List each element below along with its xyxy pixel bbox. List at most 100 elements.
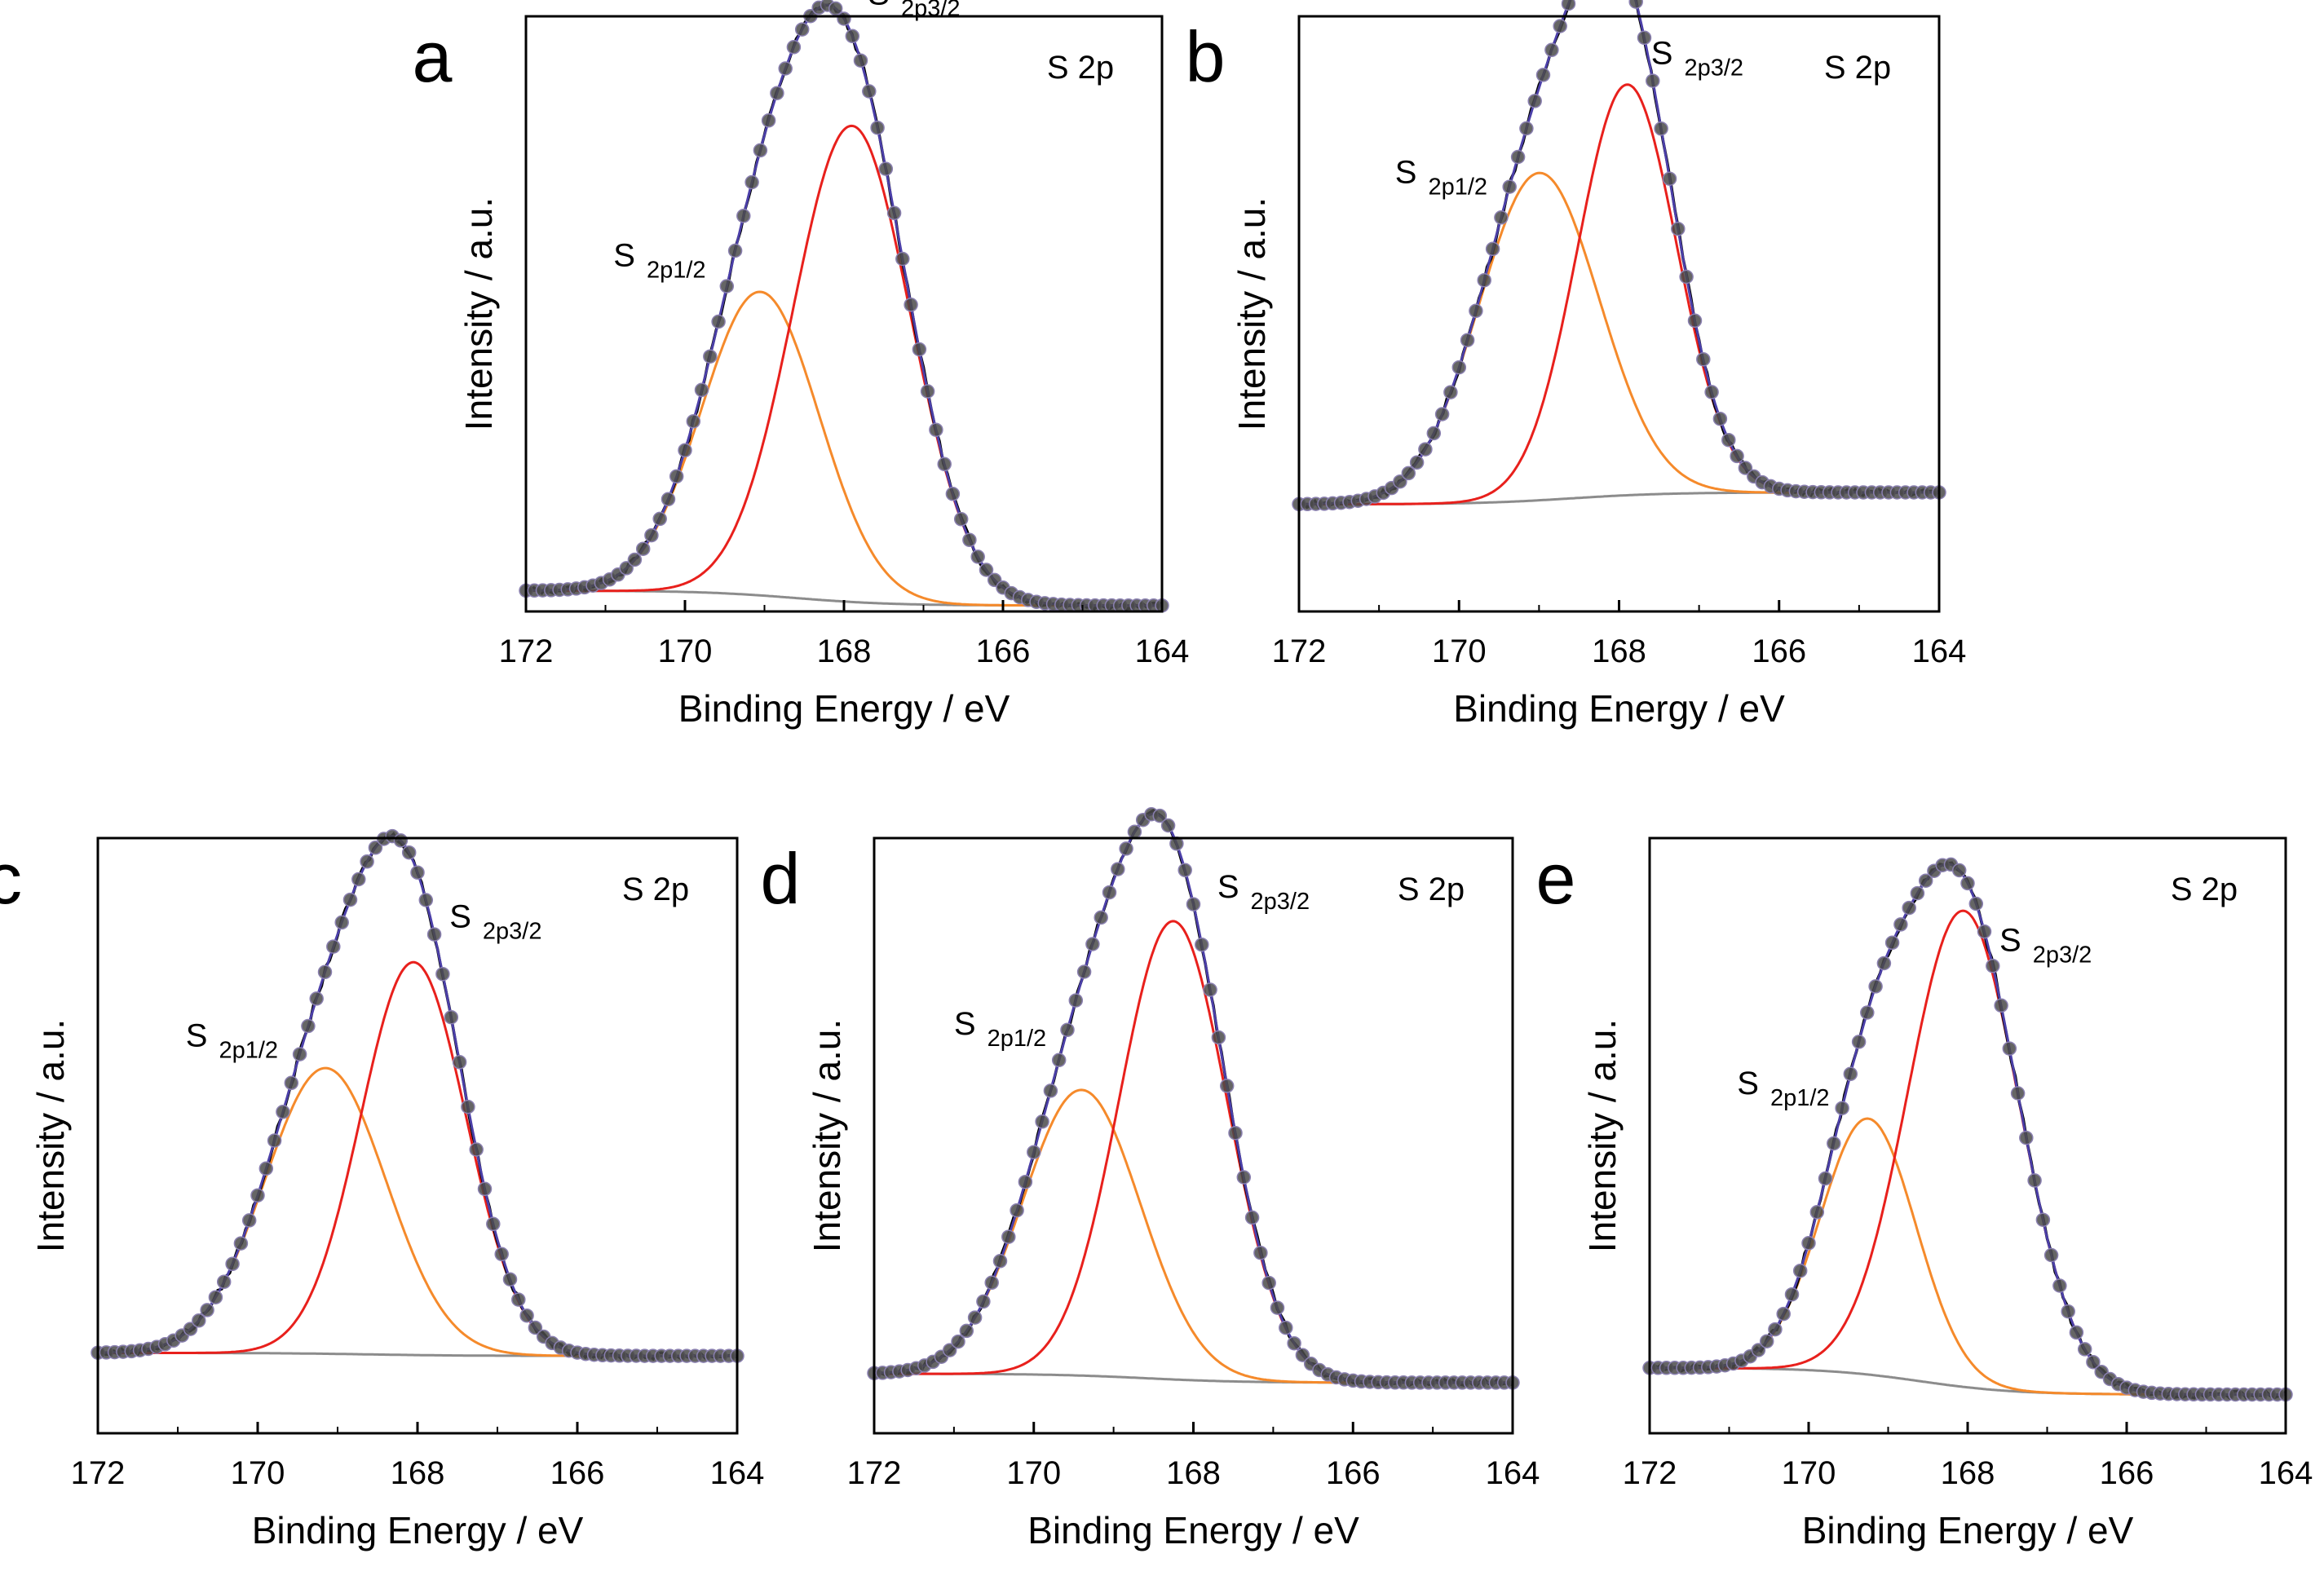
data-point [1195,937,1209,952]
data-point [1485,241,1500,257]
data-point [452,1055,467,1070]
data-point [1759,1334,1774,1348]
data-point [1426,426,1442,441]
peak-subscript: 2p3/2 [1684,55,1743,81]
s2p12-fit-line [526,290,1162,607]
data-point [945,487,961,501]
x-tick-label: 170 [1432,633,1487,669]
data-point [301,1018,316,1034]
data-point [1784,1287,1800,1302]
plot-frame [96,836,739,1435]
data-point [208,1290,223,1304]
data-point [511,1292,526,1307]
data-point [1469,303,1483,319]
data-point [870,120,885,135]
data-point [1434,407,1450,421]
data-point [410,865,425,880]
data-point [1687,313,1703,329]
data-point [276,1105,290,1119]
data-point [2052,1278,2067,1293]
data-point [528,1320,543,1335]
data-point [979,563,994,577]
data-point [1654,121,1668,136]
chart-title: S 2p [1824,50,1891,86]
data-point [401,845,417,860]
data-point [770,86,784,100]
data-point [502,1272,518,1287]
data-point [1628,0,1643,9]
x-tick-label: 168 [391,1455,445,1491]
data-point [1535,68,1551,82]
data-point [1646,73,1660,88]
data-point [1851,1035,1867,1049]
raw-data-line [525,2,1164,611]
data-point [794,22,810,37]
data-point [937,457,952,472]
peak-subscript: 2p1/2 [1428,174,1487,200]
data-point [1409,455,1425,470]
data-point [1960,876,1975,891]
data-point [1111,862,1125,876]
data-point [1001,1229,1016,1244]
data-point [878,161,894,176]
peak-subscript: 2p1/2 [987,1026,1047,1052]
data-point [953,512,969,527]
peak-symbol: S [449,899,471,935]
x-tick-label: 168 [1592,633,1646,669]
data-point [2069,1325,2084,1340]
data-point [200,1303,214,1317]
data-point [727,243,743,258]
data-point [1712,411,1728,426]
x-tick-label: 172 [1623,1455,1677,1491]
data-point [1211,1030,1226,1045]
data-point [1401,466,1416,481]
y-axis-label: Intensity / a.u. [29,1019,72,1252]
data-point [959,1323,974,1339]
s2p32-fit-line [1299,83,1939,505]
y-axis-label: Intensity / a.u. [806,1019,848,1252]
data-point [1287,1335,1301,1351]
x-axis-label: Binding Energy / eV [1027,1509,1359,1551]
data-point [1502,179,1517,194]
x-tick-label: 164 [1135,633,1190,669]
y-axis-label: Intensity / a.u. [457,197,500,430]
data-point [828,1,843,16]
data-point [661,492,676,507]
data-point [1051,1053,1067,1068]
data-point [2061,1304,2075,1319]
data-point [711,314,726,329]
data-point [895,251,910,267]
data-point [1460,333,1475,347]
peak-annotation: S 2p3/2 [1999,923,2092,969]
data-point [292,1047,307,1061]
data-point [627,552,643,567]
data-point [225,1256,240,1272]
peak-subscript: 2p3/2 [1251,889,1310,915]
data-point [1186,897,1201,911]
data-point [216,1274,232,1290]
data-point [1270,1300,1285,1315]
data-point [1119,841,1133,856]
peak-annotation: S 2p3/2 [1217,869,1310,915]
x-tick-label: 168 [817,633,872,669]
x-tick-label: 170 [1782,1455,1836,1491]
data-point [1203,982,1217,997]
peak-symbol: S [1217,869,1239,905]
data-point [1152,808,1168,823]
data-point [1730,448,1744,464]
raw-data-line [97,832,738,1362]
chart-panel-c: 172 170 168 166 164 Binding Energy / eV Intens… [0,828,764,1551]
data-point [1986,959,2000,973]
data-point [1519,121,1534,136]
peak-annotation: S 2p1/2 [1737,1066,1829,1111]
data-point [2086,1354,2101,1370]
chart-title: S 2p [2171,872,2238,907]
data-point [1236,1170,1252,1185]
data-point [1068,993,1084,1008]
data-point [494,1247,509,1262]
x-tick-label: 164 [2259,1455,2313,1491]
data-point [1818,1171,1833,1186]
data-point [753,143,768,158]
data-point [1553,19,1567,33]
x-tick-label: 170 [1006,1455,1061,1491]
